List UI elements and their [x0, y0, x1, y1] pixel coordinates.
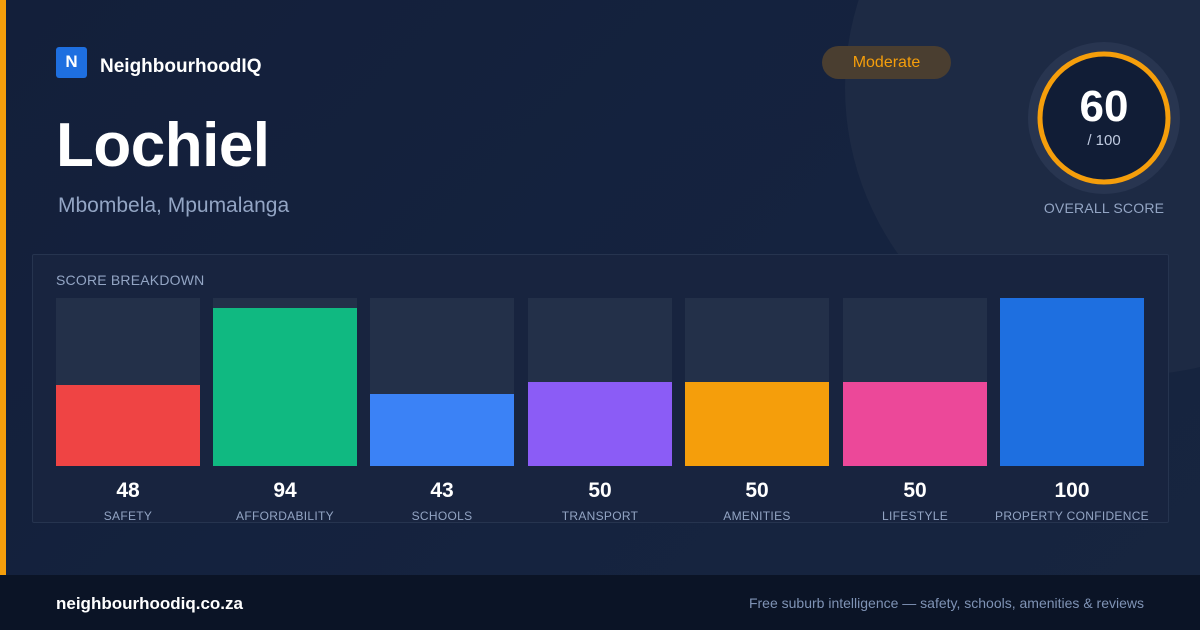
breakdown-title: SCORE BREAKDOWN	[56, 272, 205, 288]
score-breakdown-panel: SCORE BREAKDOWN 48 SAFETY 94 AFFORDABILITY 4…	[32, 254, 1169, 523]
bar-fill	[56, 385, 200, 466]
bar-value: 50	[588, 479, 612, 502]
bar-value: 100	[1054, 479, 1090, 502]
breakdown-bar-property-confidence: 100 PROPERTY CONFIDENCE	[995, 298, 1149, 523]
overall-score-value: 60	[1079, 82, 1129, 131]
brand-name: NeighbourhoodIQ	[100, 56, 262, 77]
bar-fill	[1000, 298, 1144, 466]
bar-track	[843, 298, 987, 466]
bar-label: SCHOOLS	[411, 509, 473, 523]
breakdown-bar-lifestyle: 50 LIFESTYLE	[843, 298, 987, 523]
bar-fill	[843, 382, 987, 466]
score-ring-icon	[1028, 42, 1180, 194]
overall-score-max: / 100	[1087, 132, 1121, 149]
bar-fill	[213, 308, 357, 466]
suburb-title: Lochiel	[56, 111, 270, 180]
bar-label: LIFESTYLE	[881, 509, 949, 523]
rating-badge: Moderate	[822, 46, 951, 79]
bar-fill	[528, 382, 672, 466]
bar-track	[213, 298, 357, 466]
bar-label: AFFORDABILITY	[236, 509, 334, 523]
overall-score-label: OVERALL SCORE	[1043, 200, 1165, 216]
bar-label: SAFETY	[103, 509, 153, 523]
bar-track	[528, 298, 672, 466]
bar-track	[370, 298, 514, 466]
suburb-location: Mbombela, Mpumalanga	[58, 194, 290, 217]
footer-url[interactable]: neighbourhoodiq.co.za	[56, 594, 243, 613]
bar-track	[1000, 298, 1144, 466]
footer: neighbourhoodiq.co.za Free suburb intell…	[0, 575, 1200, 630]
bar-label: AMENITIES	[723, 509, 791, 523]
breakdown-bar-transport: 50 TRANSPORT	[528, 298, 672, 523]
overall-score-ring: 60 / 100	[1028, 42, 1180, 194]
bar-track	[56, 298, 200, 466]
footer-tagline: Free suburb intelligence — safety, schoo…	[748, 595, 1144, 611]
bar-value: 50	[745, 479, 769, 502]
bar-label: PROPERTY CONFIDENCE	[995, 509, 1149, 523]
breakdown-bar-amenities: 50 AMENITIES	[685, 298, 829, 523]
accent-bar	[0, 0, 6, 575]
brand: N NeighbourhoodIQ	[56, 46, 261, 78]
bar-fill	[370, 393, 514, 466]
bar-fill	[685, 382, 829, 466]
bar-value: 43	[430, 479, 454, 502]
bar-label: TRANSPORT	[561, 509, 639, 523]
breakdown-bar-affordability: 94 AFFORDABILITY	[213, 298, 357, 523]
bar-value: 94	[273, 479, 297, 502]
breakdown-bar-safety: 48 SAFETY	[56, 298, 200, 523]
bar-value: 50	[903, 479, 927, 502]
brand-logo-icon: N	[56, 46, 87, 78]
bar-value: 48	[116, 479, 140, 502]
breakdown-bar-schools: 43 SCHOOLS	[370, 298, 514, 523]
bar-track	[685, 298, 829, 466]
